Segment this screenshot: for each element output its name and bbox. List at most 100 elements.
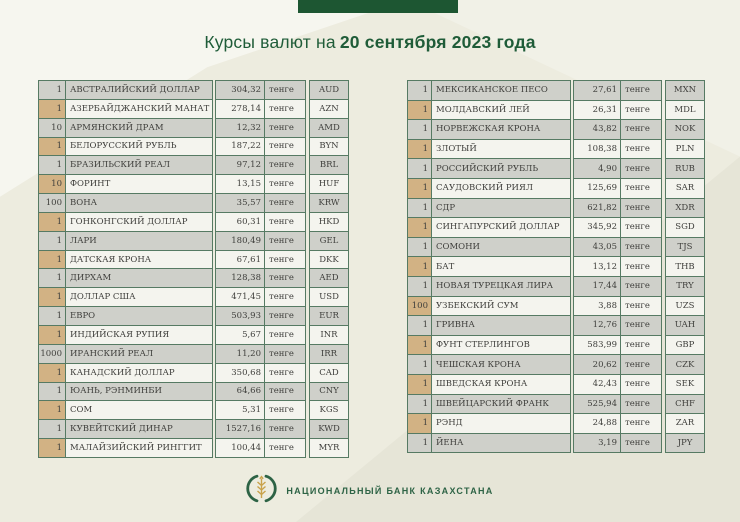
cell-name: ВОНА <box>65 193 213 213</box>
cell-qty: 1 <box>407 334 432 356</box>
cell-unit: тенге <box>264 324 306 345</box>
cell-qty: 10 <box>38 174 66 195</box>
cell-unit: тенге <box>264 80 306 100</box>
table-row: 1 СИНГАПУРСКИЙ ДОЛЛАР 345,92 тенге SGD <box>407 217 705 238</box>
cell-qty: 1 <box>407 315 432 336</box>
cell-unit: тенге <box>620 315 662 336</box>
table-row: 10 АРМЯНСКИЙ ДРАМ 12,32 тенге AMD <box>38 117 349 138</box>
cell-code: HUF <box>309 174 349 195</box>
cell-code: TRY <box>665 275 705 297</box>
cell-name: АВСТРАЛИЙСКИЙ ДОЛЛАР <box>65 80 213 100</box>
table-row: 1 ИНДИЙСКАЯ РУПИЯ 5,67 тенге INR <box>38 324 349 345</box>
cell-name: ЛАРИ <box>65 230 213 251</box>
table-row: 1 САУДОВСКИЙ РИЯЛ 125,69 тенге SAR <box>407 177 705 199</box>
cell-unit: тенге <box>264 193 306 213</box>
cell-code: AUD <box>309 80 349 100</box>
cell-code: CZK <box>665 354 705 375</box>
cell-unit: тенге <box>264 419 306 440</box>
cell-name: АЗЕРБАЙДЖАНСКИЙ МАНАТ <box>65 98 213 119</box>
cell-qty: 1 <box>38 438 66 458</box>
cell-rate: 4,90 <box>573 158 621 179</box>
cell-name: ИНДИЙСКАЯ РУПИЯ <box>65 324 213 345</box>
cell-name: МАЛАЙЗИЙСКИЙ РИНГГИТ <box>65 438 213 458</box>
cell-rate: 11,20 <box>215 343 265 364</box>
cell-qty: 1 <box>38 324 66 345</box>
cell-code: SGD <box>665 217 705 238</box>
table-row: 1 РЭНД 24,88 тенге ZAR <box>407 413 705 434</box>
cell-name: МЕКСИКАНСКОЕ ПЕСО <box>431 80 571 101</box>
cell-code: MDL <box>665 99 705 121</box>
cell-rate: 278,14 <box>215 98 265 119</box>
cell-qty: 100 <box>407 295 432 317</box>
title-prefix: Курсы валют на <box>204 32 336 52</box>
cell-code: KRW <box>309 193 349 213</box>
cell-name: РЭНД <box>431 413 571 434</box>
cell-qty: 1 <box>38 268 66 289</box>
cell-qty: 1 <box>407 373 432 395</box>
table-row: 1 КУВЕЙТСКИЙ ДИНАР 1527,16 тенге KWD <box>38 419 349 440</box>
table-row: 1 РОССИЙСКИЙ РУБЛЬ 4,90 тенге RUB <box>407 158 705 179</box>
cell-name: ШВЕЙЦАРСКИЙ ФРАНК <box>431 393 571 415</box>
bank-name: НАЦИОНАЛЬНЫЙ БАНК КАЗАХСТАНА <box>286 486 494 496</box>
table-row: 1 ДИРХАМ 128,38 тенге AED <box>38 268 349 289</box>
cell-name: БАТ <box>431 256 571 277</box>
cell-qty: 1 <box>407 138 432 160</box>
table-row: 1 ЙЕНА 3,19 тенге JPY <box>407 432 705 454</box>
cell-qty: 1 <box>407 197 432 219</box>
table-row: 1 КАНАДСКИЙ ДОЛЛАР 350,68 тенге CAD <box>38 362 349 383</box>
table-row: 1 АЗЕРБАЙДЖАНСКИЙ МАНАТ 278,14 тенге AZN <box>38 98 349 119</box>
cell-code: HKD <box>309 211 349 232</box>
cell-code: XDR <box>665 197 705 219</box>
cell-qty: 1 <box>38 287 66 308</box>
cell-code: JPY <box>665 432 705 454</box>
cell-rate: 12,32 <box>215 117 265 138</box>
cell-rate: 100,44 <box>215 438 265 458</box>
cell-unit: тенге <box>264 343 306 364</box>
cell-qty: 1 <box>38 249 66 270</box>
table-row: 1 СОМ 5,31 тенге KGS <box>38 400 349 421</box>
cell-name: АРМЯНСКИЙ ДРАМ <box>65 117 213 138</box>
cell-rate: 24,88 <box>573 413 621 434</box>
cell-code: BYN <box>309 136 349 157</box>
cell-unit: тенге <box>620 373 662 395</box>
cell-qty: 1 <box>407 99 432 121</box>
cell-unit: тенге <box>264 211 306 232</box>
table-row: 1000 ИРАНСКИЙ РЕАЛ 11,20 тенге IRR <box>38 343 349 364</box>
cell-code: RUB <box>665 158 705 179</box>
cell-code: PLN <box>665 138 705 160</box>
cell-code: UAH <box>665 315 705 336</box>
cell-name: НОВАЯ ТУРЕЦКАЯ ЛИРА <box>431 275 571 297</box>
cell-qty: 1 <box>38 136 66 157</box>
cell-rate: 621,82 <box>573 197 621 219</box>
cell-code: CHF <box>665 393 705 415</box>
cell-unit: тенге <box>264 438 306 458</box>
table-row: 1 БРАЗИЛЬСКИЙ РЕАЛ 97,12 тенге BRL <box>38 155 349 176</box>
cell-qty: 1 <box>38 211 66 232</box>
cell-rate: 108,38 <box>573 138 621 160</box>
cell-unit: тенге <box>264 136 306 157</box>
cell-qty: 1 <box>407 354 432 375</box>
cell-unit: тенге <box>264 155 306 176</box>
cell-name: ЧЕШСКАЯ КРОНА <box>431 354 571 375</box>
cell-name: МОЛДАВСКИЙ ЛЕЙ <box>431 99 571 121</box>
cell-qty: 1 <box>407 393 432 415</box>
cell-unit: тенге <box>620 393 662 415</box>
cell-rate: 583,99 <box>573 334 621 356</box>
cell-code: KGS <box>309 400 349 421</box>
cell-unit: тенге <box>264 249 306 270</box>
cell-rate: 27,61 <box>573 80 621 101</box>
table-row: 1 ГОНКОНГСКИЙ ДОЛЛАР 60,31 тенге HKD <box>38 211 349 232</box>
cell-code: BRL <box>309 155 349 176</box>
cell-name: БРАЗИЛЬСКИЙ РЕАЛ <box>65 155 213 176</box>
cell-name: СДР <box>431 197 571 219</box>
cell-rate: 13,12 <box>573 256 621 277</box>
cell-unit: тенге <box>620 177 662 199</box>
cell-qty: 1 <box>38 98 66 119</box>
cell-name: ИРАНСКИЙ РЕАЛ <box>65 343 213 364</box>
cell-code: IRR <box>309 343 349 364</box>
cell-qty: 1 <box>407 275 432 297</box>
cell-rate: 3,19 <box>573 432 621 454</box>
cell-unit: тенге <box>620 354 662 375</box>
cell-qty: 1000 <box>38 343 66 364</box>
cell-name: ЮАНЬ, РЭНМИНБИ <box>65 381 213 402</box>
